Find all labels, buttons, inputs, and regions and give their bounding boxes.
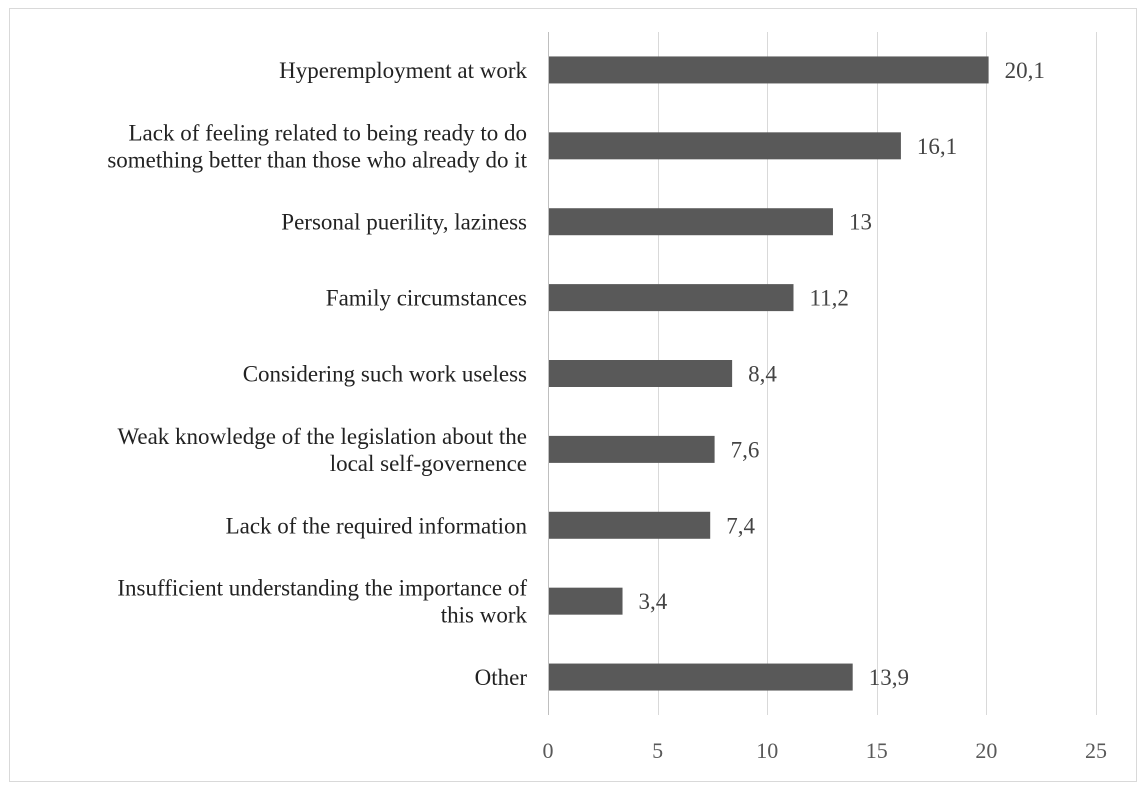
- category-label-line: something better than those who already …: [107, 147, 527, 172]
- x-tick-label: 15: [866, 738, 888, 763]
- category-label-line: Other: [475, 665, 528, 690]
- x-tick-label: 25: [1085, 738, 1107, 763]
- bar: [549, 360, 733, 387]
- bar: [549, 208, 833, 236]
- category-label: Weak knowledge of the legislation about …: [118, 424, 527, 476]
- category-label-line: Lack of the required information: [226, 513, 528, 538]
- category-label: Lack of the required information: [226, 513, 528, 538]
- category-label-line: this work: [441, 603, 528, 628]
- data-label: 7,6: [731, 437, 760, 462]
- x-tick-label: 10: [756, 738, 778, 763]
- category-label-line: local self-governence: [330, 451, 527, 476]
- x-tick-label: 0: [543, 738, 554, 763]
- bar: [549, 132, 901, 160]
- category-label-line: Considering such work useless: [243, 362, 527, 387]
- category-label: Lack of feeling related to being ready t…: [107, 120, 527, 172]
- category-label-line: Hyperemployment at work: [279, 58, 527, 83]
- category-label: Hyperemployment at work: [279, 58, 527, 83]
- category-label: Family circumstances: [326, 286, 527, 311]
- category-label: Insufficient understanding the importanc…: [117, 576, 527, 628]
- data-label: 13: [849, 210, 872, 235]
- category-label: Other: [475, 665, 528, 690]
- category-label-line: Lack of feeling related to being ready t…: [128, 120, 527, 145]
- category-label-line: Family circumstances: [326, 286, 527, 311]
- data-label: 8,4: [748, 362, 777, 387]
- category-label: Considering such work useless: [243, 362, 527, 387]
- data-label: 20,1: [1005, 58, 1045, 83]
- data-label: 13,9: [869, 665, 909, 690]
- x-tick-label: 20: [975, 738, 997, 763]
- data-label: 11,2: [810, 286, 849, 311]
- bar: [549, 284, 794, 312]
- bar: [549, 56, 989, 84]
- data-label: 3,4: [639, 589, 668, 614]
- category-label-line: Personal puerility, laziness: [281, 210, 527, 235]
- category-label-line: Weak knowledge of the legislation about …: [118, 424, 527, 449]
- x-tick-label: 5: [652, 738, 663, 763]
- category-label: Personal puerility, laziness: [281, 210, 527, 235]
- bar: [549, 435, 715, 463]
- data-label: 7,4: [726, 513, 755, 538]
- bar: [549, 511, 711, 539]
- data-label: 16,1: [917, 134, 957, 159]
- bar: [549, 587, 623, 615]
- bar: [549, 663, 853, 691]
- category-label-line: Insufficient understanding the importanc…: [117, 576, 527, 601]
